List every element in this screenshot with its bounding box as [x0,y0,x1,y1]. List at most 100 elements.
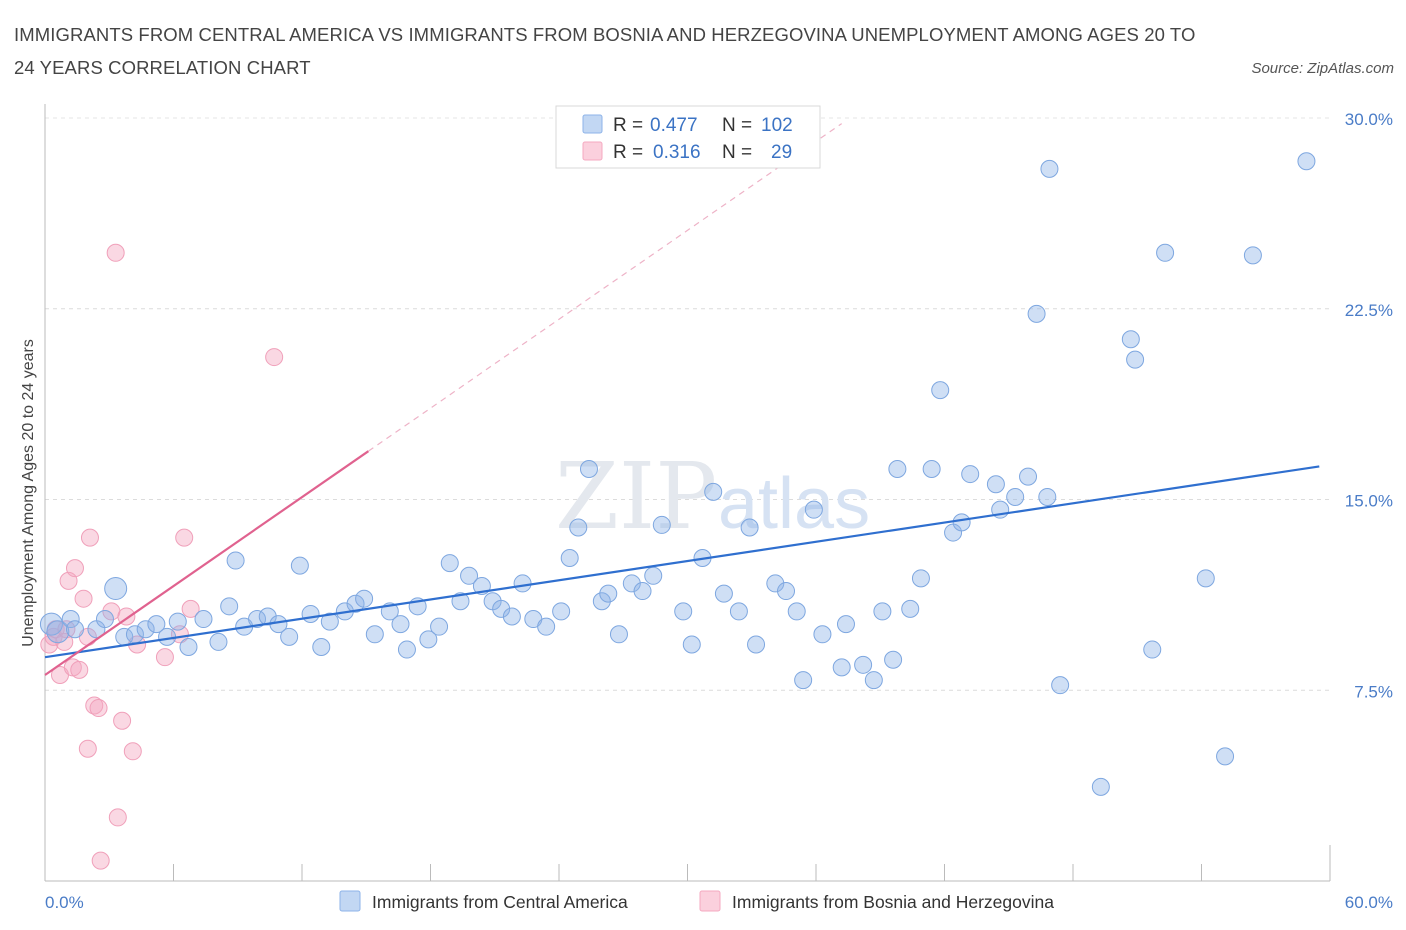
legend-r-label-blue: R = [613,115,643,136]
blue-point [1121,330,1140,349]
blue-point [794,671,813,690]
x-tick-labels: 0.0% 60.0% [45,893,1393,912]
blue-point [61,610,80,629]
blue-point [355,589,374,608]
blue-point [766,574,785,593]
pink-point [80,528,99,547]
blue-point [592,592,611,611]
axes [44,104,1331,882]
trend-lines [44,123,1320,676]
legend-r-label-pink: R = [613,142,643,163]
pink-point [106,243,125,262]
blue-point [220,597,239,616]
blue-point [1091,777,1110,796]
source-label: Source: ZipAtlas.com [1251,60,1394,77]
blue-point [209,632,228,651]
blue-series-points [39,152,1316,796]
watermark: ZIP atlas [555,443,870,550]
blue-point [854,655,873,674]
stats-legend: R = 0.477 N = 102 R = 0.316 N = 29 [555,105,821,169]
blue-point [599,584,618,603]
pink-point [70,660,89,679]
blue-point [65,620,84,639]
pink-point [265,348,284,367]
blue-point [320,612,339,631]
blue-point [513,574,532,593]
blue-point [46,620,70,644]
blue-point [158,627,177,646]
x-tick-label: 0.0% [45,893,84,912]
blue-point [747,635,766,654]
blue-point [1297,152,1316,171]
blue-point [537,617,556,636]
blue-point [1019,467,1038,486]
blue-point [986,475,1005,494]
blue-point [1038,487,1057,506]
watermark-zip: ZIP [555,443,717,550]
blue-point [952,513,971,532]
blue-point [440,554,459,573]
bottom-legend-swatch-pink [699,890,721,912]
blue-point [579,459,598,478]
blue-point [226,551,245,570]
legend-n-label-pink: N = [722,142,752,163]
blue-point [391,615,410,634]
blue-point [901,599,920,618]
blue-point [290,556,309,575]
bottom-legend-label-blue: Immigrants from Central America [372,892,628,912]
pink-point [108,808,127,827]
blue-point [1156,243,1175,262]
legend-swatch-blue [582,114,603,134]
blue-point [922,459,941,478]
blue-point [430,617,449,636]
blue-point [365,625,384,644]
blue-point [312,638,331,657]
blue-point [104,577,128,601]
blue-point [492,599,511,618]
blue-point [674,602,693,621]
blue-point [729,602,748,621]
blue-point [804,500,823,519]
legend-n-label-blue: N = [722,115,752,136]
blue-point [777,582,796,601]
blue-point [704,482,723,501]
blue-point [136,620,155,639]
blue-point [1196,569,1215,588]
legend-r-value-blue: 0.477 [650,115,698,136]
y-axis-label: Unemployment Among Ages 20 to 24 years [20,339,37,647]
blue-trend-line [44,465,1320,659]
blue-point [95,610,114,629]
pink-point [89,699,108,718]
blue-point [622,574,641,593]
blue-point [633,582,652,601]
blue-point [460,566,479,585]
blue-point [813,625,832,644]
legend-swatch-pink [582,141,603,161]
blue-point [346,594,365,613]
blue-point [502,607,521,626]
pink-trend-extension [368,123,843,452]
blue-point [1126,350,1145,369]
blue-point [258,607,277,626]
y-tick-label: 30.0% [1345,110,1393,129]
blue-point [884,650,903,669]
blue-point [569,518,588,537]
series-legend: Immigrants from Central America Immigran… [339,890,1054,912]
blue-point [280,627,299,646]
blue-point [552,602,571,621]
y-tick-label: 22.5% [1345,301,1393,320]
blue-point [740,518,759,537]
pink-point [65,559,84,578]
pink-point [91,851,110,870]
pink-point [155,648,174,667]
blue-point [168,612,187,631]
blue-point [911,569,930,588]
blue-point [419,630,438,649]
y-tick-labels: 7.5% 15.0% 22.5% 30.0% [1345,110,1393,701]
blue-point [451,592,470,611]
blue-point [560,548,579,567]
legend-n-value-pink: 29 [771,142,792,163]
blue-point [1243,246,1262,265]
blue-point [147,615,166,634]
y-tick-label: 7.5% [1354,682,1393,701]
